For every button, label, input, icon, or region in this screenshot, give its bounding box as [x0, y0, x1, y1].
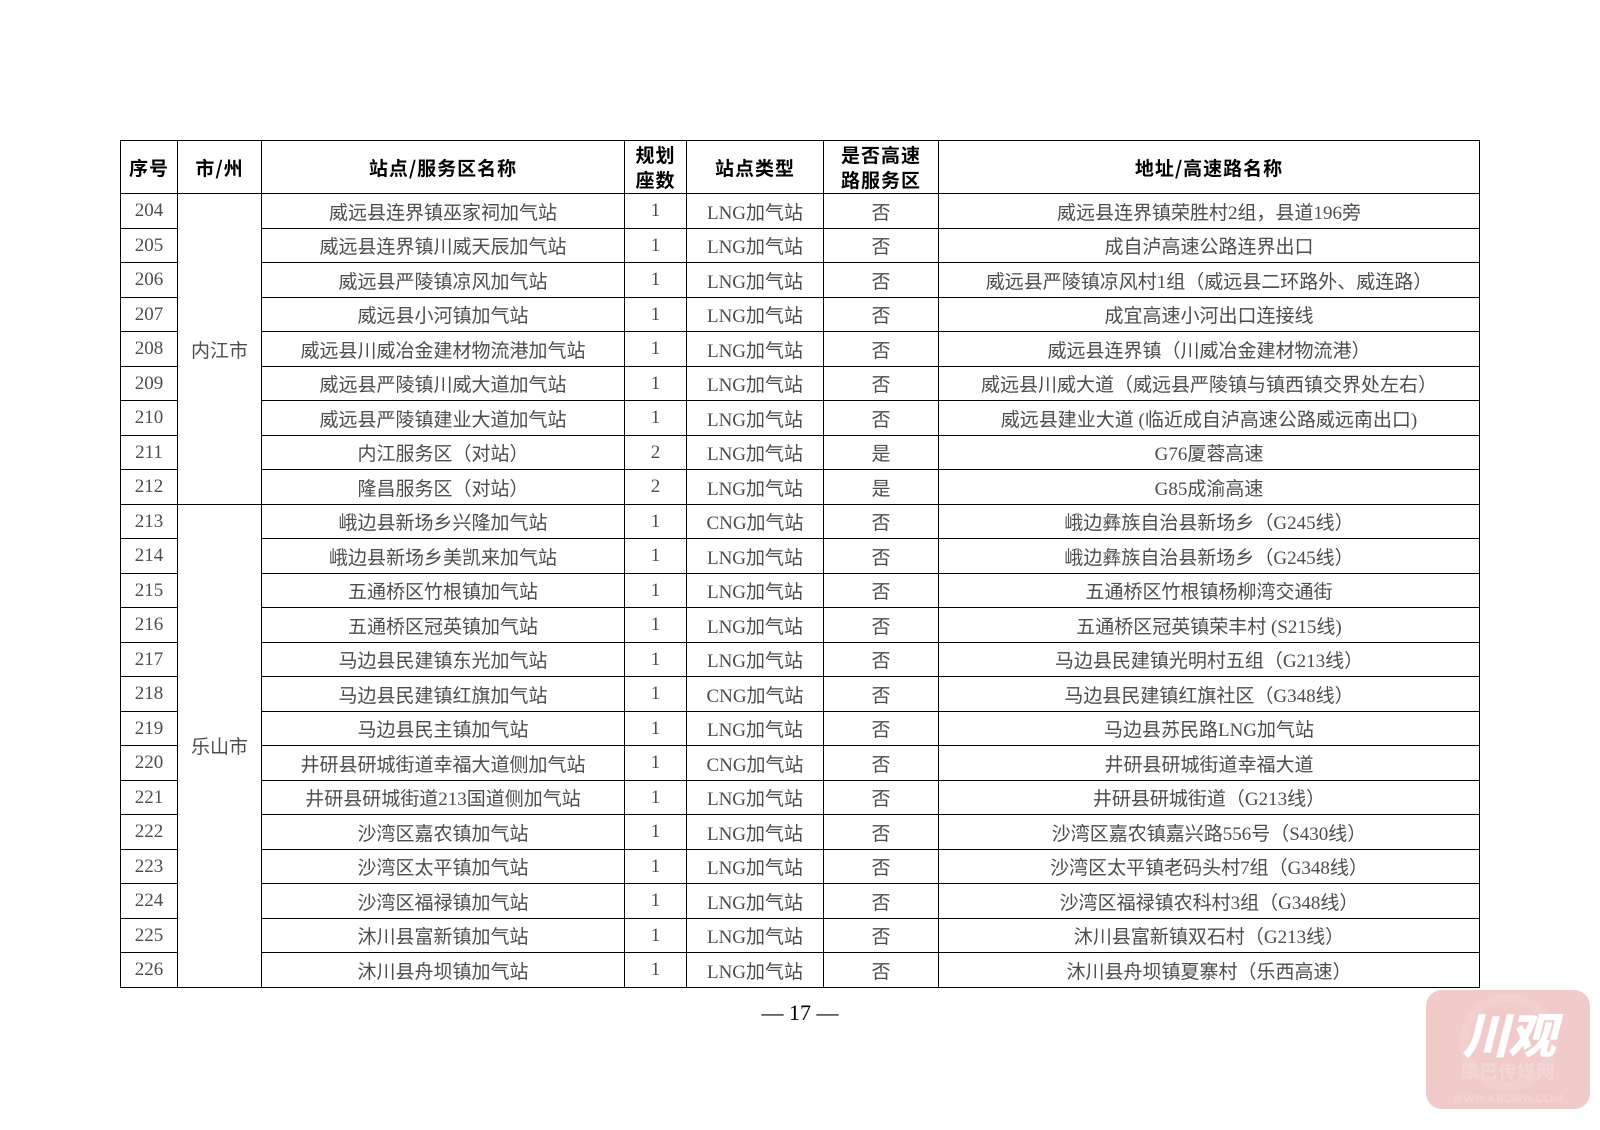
svg-text:川观: 川观 — [1462, 997, 1564, 1067]
svg-text:WWW.KBCMW.COM: WWW.KBCMW.COM — [1453, 1093, 1563, 1105]
